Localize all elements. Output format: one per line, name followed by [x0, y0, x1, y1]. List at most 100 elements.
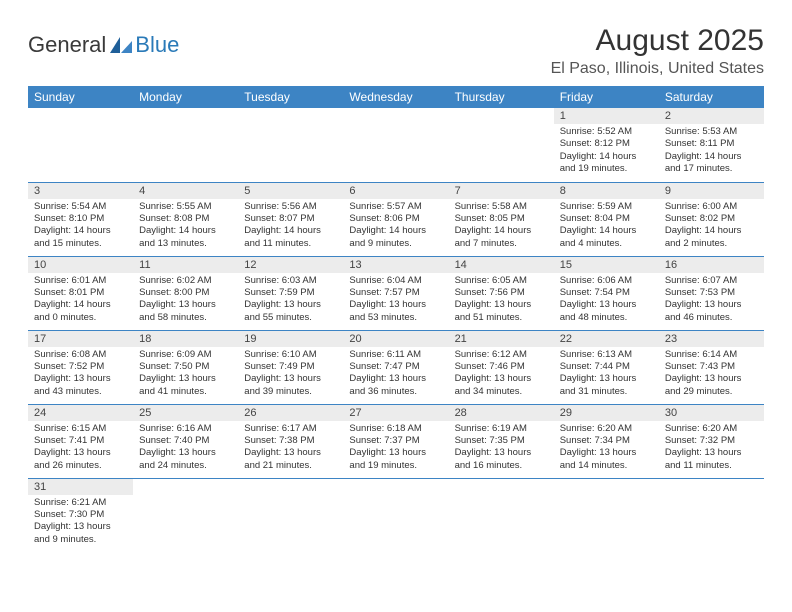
day-number: 16 [659, 257, 764, 273]
calendar-cell [28, 108, 133, 182]
calendar-table: Sunday Monday Tuesday Wednesday Thursday… [28, 86, 764, 552]
day-details: Sunrise: 5:52 AMSunset: 8:12 PMDaylight:… [554, 124, 659, 179]
title-block: August 2025 El Paso, Illinois, United St… [551, 24, 764, 78]
calendar-cell [659, 478, 764, 552]
calendar-body: 1Sunrise: 5:52 AMSunset: 8:12 PMDaylight… [28, 108, 764, 552]
day-details: Sunrise: 5:53 AMSunset: 8:11 PMDaylight:… [659, 124, 764, 179]
header: General Blue August 2025 El Paso, Illino… [28, 24, 764, 78]
calendar-cell: 23Sunrise: 6:14 AMSunset: 7:43 PMDayligh… [659, 330, 764, 404]
calendar-week-row: 10Sunrise: 6:01 AMSunset: 8:01 PMDayligh… [28, 256, 764, 330]
day-details: Sunrise: 6:09 AMSunset: 7:50 PMDaylight:… [133, 347, 238, 402]
day-number: 7 [449, 183, 554, 199]
day-number: 3 [28, 183, 133, 199]
calendar-cell [133, 478, 238, 552]
day-number: 14 [449, 257, 554, 273]
day-details: Sunrise: 6:21 AMSunset: 7:30 PMDaylight:… [28, 495, 133, 550]
day-details: Sunrise: 6:20 AMSunset: 7:34 PMDaylight:… [554, 421, 659, 476]
dow-tuesday: Tuesday [238, 86, 343, 108]
logo-text-blue: Blue [135, 32, 179, 58]
day-number: 11 [133, 257, 238, 273]
calendar-cell: 18Sunrise: 6:09 AMSunset: 7:50 PMDayligh… [133, 330, 238, 404]
calendar-cell: 6Sunrise: 5:57 AMSunset: 8:06 PMDaylight… [343, 182, 448, 256]
day-number: 24 [28, 405, 133, 421]
calendar-cell: 20Sunrise: 6:11 AMSunset: 7:47 PMDayligh… [343, 330, 448, 404]
dow-monday: Monday [133, 86, 238, 108]
calendar-cell: 15Sunrise: 6:06 AMSunset: 7:54 PMDayligh… [554, 256, 659, 330]
calendar-cell: 17Sunrise: 6:08 AMSunset: 7:52 PMDayligh… [28, 330, 133, 404]
calendar-cell: 30Sunrise: 6:20 AMSunset: 7:32 PMDayligh… [659, 404, 764, 478]
calendar-week-row: 31Sunrise: 6:21 AMSunset: 7:30 PMDayligh… [28, 478, 764, 552]
page-subtitle: El Paso, Illinois, United States [551, 60, 764, 78]
day-number: 9 [659, 183, 764, 199]
calendar-cell: 5Sunrise: 5:56 AMSunset: 8:07 PMDaylight… [238, 182, 343, 256]
calendar-cell: 9Sunrise: 6:00 AMSunset: 8:02 PMDaylight… [659, 182, 764, 256]
day-details: Sunrise: 6:15 AMSunset: 7:41 PMDaylight:… [28, 421, 133, 476]
calendar-cell: 12Sunrise: 6:03 AMSunset: 7:59 PMDayligh… [238, 256, 343, 330]
calendar-week-row: 1Sunrise: 5:52 AMSunset: 8:12 PMDaylight… [28, 108, 764, 182]
day-details: Sunrise: 5:56 AMSunset: 8:07 PMDaylight:… [238, 199, 343, 254]
day-number: 21 [449, 331, 554, 347]
calendar-cell: 11Sunrise: 6:02 AMSunset: 8:00 PMDayligh… [133, 256, 238, 330]
calendar-cell: 13Sunrise: 6:04 AMSunset: 7:57 PMDayligh… [343, 256, 448, 330]
dow-wednesday: Wednesday [343, 86, 448, 108]
day-number: 28 [449, 405, 554, 421]
logo-text-general: General [28, 32, 106, 58]
day-number: 4 [133, 183, 238, 199]
day-number: 12 [238, 257, 343, 273]
calendar-cell: 2Sunrise: 5:53 AMSunset: 8:11 PMDaylight… [659, 108, 764, 182]
day-details: Sunrise: 6:00 AMSunset: 8:02 PMDaylight:… [659, 199, 764, 254]
calendar-cell [238, 478, 343, 552]
day-details: Sunrise: 6:08 AMSunset: 7:52 PMDaylight:… [28, 347, 133, 402]
calendar-cell [343, 478, 448, 552]
calendar-cell: 1Sunrise: 5:52 AMSunset: 8:12 PMDaylight… [554, 108, 659, 182]
day-number: 2 [659, 108, 764, 124]
day-details: Sunrise: 6:10 AMSunset: 7:49 PMDaylight:… [238, 347, 343, 402]
dow-saturday: Saturday [659, 86, 764, 108]
logo: General Blue [28, 32, 179, 58]
day-number: 15 [554, 257, 659, 273]
day-number: 8 [554, 183, 659, 199]
day-number: 29 [554, 405, 659, 421]
calendar-cell: 8Sunrise: 5:59 AMSunset: 8:04 PMDaylight… [554, 182, 659, 256]
calendar-cell: 14Sunrise: 6:05 AMSunset: 7:56 PMDayligh… [449, 256, 554, 330]
calendar-cell: 25Sunrise: 6:16 AMSunset: 7:40 PMDayligh… [133, 404, 238, 478]
calendar-cell: 26Sunrise: 6:17 AMSunset: 7:38 PMDayligh… [238, 404, 343, 478]
day-number: 22 [554, 331, 659, 347]
calendar-cell: 4Sunrise: 5:55 AMSunset: 8:08 PMDaylight… [133, 182, 238, 256]
calendar-cell [133, 108, 238, 182]
page-title: August 2025 [551, 24, 764, 58]
day-details: Sunrise: 5:57 AMSunset: 8:06 PMDaylight:… [343, 199, 448, 254]
day-number: 19 [238, 331, 343, 347]
calendar-cell [343, 108, 448, 182]
calendar-cell: 21Sunrise: 6:12 AMSunset: 7:46 PMDayligh… [449, 330, 554, 404]
day-details: Sunrise: 5:54 AMSunset: 8:10 PMDaylight:… [28, 199, 133, 254]
day-details: Sunrise: 6:07 AMSunset: 7:53 PMDaylight:… [659, 273, 764, 328]
day-details: Sunrise: 5:58 AMSunset: 8:05 PMDaylight:… [449, 199, 554, 254]
dow-thursday: Thursday [449, 86, 554, 108]
day-details: Sunrise: 5:55 AMSunset: 8:08 PMDaylight:… [133, 199, 238, 254]
day-details: Sunrise: 6:05 AMSunset: 7:56 PMDaylight:… [449, 273, 554, 328]
logo-sail-icon [110, 37, 132, 53]
day-number: 23 [659, 331, 764, 347]
dow-sunday: Sunday [28, 86, 133, 108]
day-details: Sunrise: 6:20 AMSunset: 7:32 PMDaylight:… [659, 421, 764, 476]
day-details: Sunrise: 6:19 AMSunset: 7:35 PMDaylight:… [449, 421, 554, 476]
calendar-cell [554, 478, 659, 552]
day-number: 25 [133, 405, 238, 421]
day-details: Sunrise: 6:12 AMSunset: 7:46 PMDaylight:… [449, 347, 554, 402]
day-details: Sunrise: 6:16 AMSunset: 7:40 PMDaylight:… [133, 421, 238, 476]
day-details: Sunrise: 6:13 AMSunset: 7:44 PMDaylight:… [554, 347, 659, 402]
day-details: Sunrise: 6:14 AMSunset: 7:43 PMDaylight:… [659, 347, 764, 402]
day-details: Sunrise: 6:11 AMSunset: 7:47 PMDaylight:… [343, 347, 448, 402]
day-number: 1 [554, 108, 659, 124]
day-number: 10 [28, 257, 133, 273]
calendar-cell: 16Sunrise: 6:07 AMSunset: 7:53 PMDayligh… [659, 256, 764, 330]
calendar-week-row: 3Sunrise: 5:54 AMSunset: 8:10 PMDaylight… [28, 182, 764, 256]
calendar-cell [449, 108, 554, 182]
day-number: 13 [343, 257, 448, 273]
day-number: 20 [343, 331, 448, 347]
calendar-header-row: Sunday Monday Tuesday Wednesday Thursday… [28, 86, 764, 108]
day-details: Sunrise: 6:18 AMSunset: 7:37 PMDaylight:… [343, 421, 448, 476]
day-number: 17 [28, 331, 133, 347]
day-number: 27 [343, 405, 448, 421]
